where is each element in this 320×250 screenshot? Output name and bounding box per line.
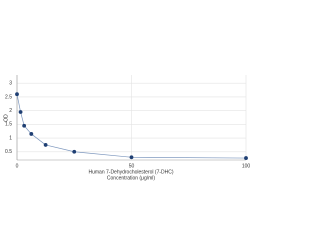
x-tick-label: 50 — [129, 163, 135, 169]
data-point — [29, 132, 34, 136]
x-tick-label: 100 — [242, 163, 250, 169]
data-point — [72, 149, 77, 154]
data-point — [15, 92, 19, 97]
data-line — [16, 94, 247, 159]
data-point — [22, 123, 27, 128]
data-point — [43, 143, 48, 147]
y-tick-label: 3 — [9, 81, 12, 87]
y-axis-label: OD — [3, 114, 9, 122]
x-tick-label: 0 — [16, 163, 19, 169]
data-point — [129, 155, 134, 160]
data-point — [18, 110, 23, 114]
y-tick-label: 0.5 — [5, 149, 12, 155]
y-tick-label: 2.5 — [5, 94, 12, 100]
y-tick-label: 1 — [9, 135, 12, 141]
x-axis-label: Human 7-Dehydrocholesterol (7-DHC) — [88, 169, 173, 175]
y-tick-label: 1.5 — [5, 122, 12, 128]
chart: OD Human 7-Dehydrocholesterol (7-DHC) Co… — [3, 75, 250, 181]
data-point — [244, 156, 248, 160]
y-tick-label: 2 — [9, 108, 12, 114]
x-axis-label: Concentration (μg/ml) — [107, 175, 156, 181]
